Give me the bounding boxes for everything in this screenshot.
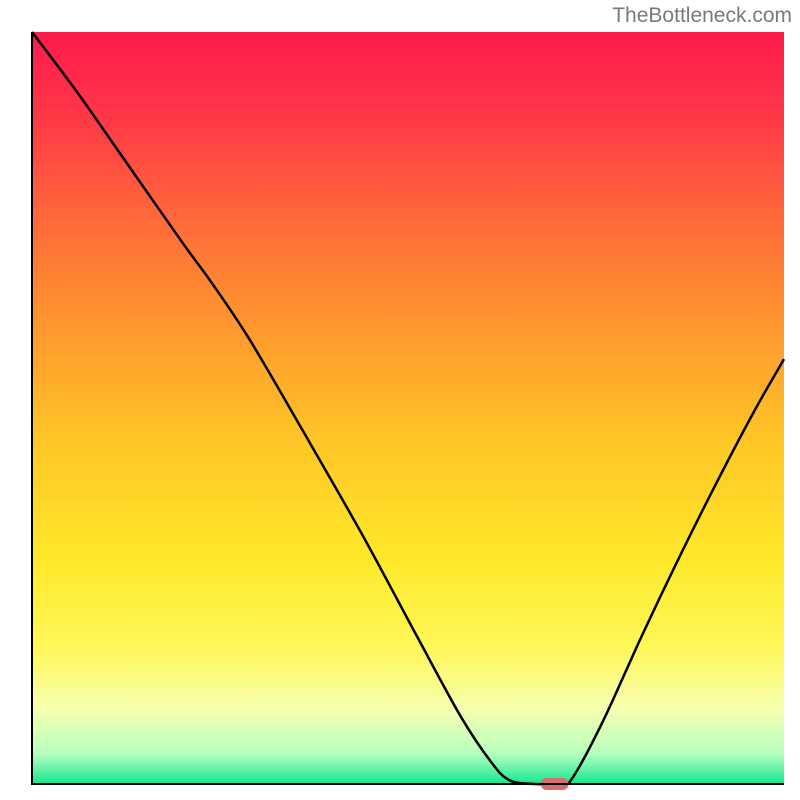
plot-background (32, 32, 784, 784)
watermark-text: TheBottleneck.com (612, 4, 792, 28)
chart-svg (0, 0, 800, 800)
chart-container: TheBottleneck.com (0, 0, 800, 800)
